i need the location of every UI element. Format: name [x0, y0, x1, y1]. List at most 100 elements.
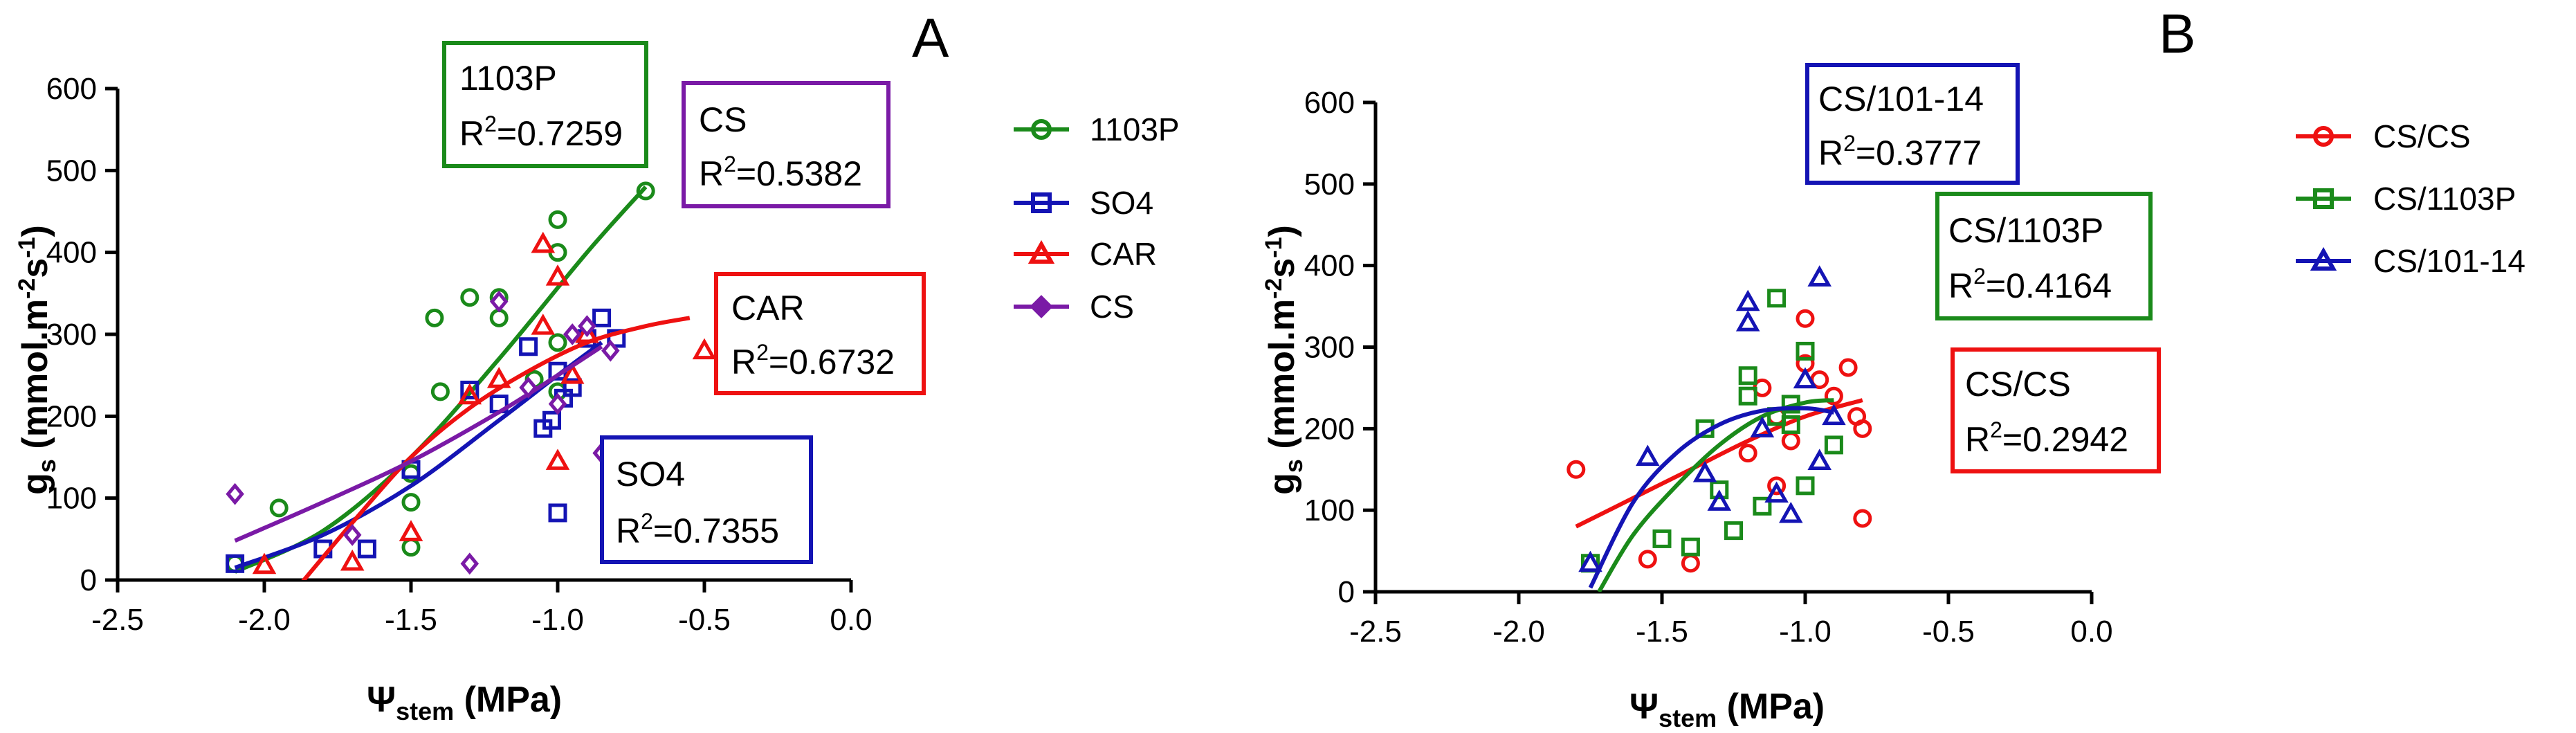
panel-a-y-tick-label: 100 [46, 482, 97, 516]
data-point-cs [519, 377, 538, 399]
legend-marker-1103p [1031, 119, 1052, 140]
r2-box-cs-101-14-number: 0.3777 [1876, 134, 1982, 172]
data-point-cs-101-14 [1636, 444, 1660, 467]
legend-label-cs: CS [1090, 289, 1134, 325]
data-point-cs-101-14 [1750, 416, 1775, 437]
r2-box-cs-101-14: CS/101-14 R2=0.3777 [1805, 63, 2020, 185]
r2-box-cs-cs-value: R2=0.2942 [1965, 417, 2128, 459]
legend-marker-cs-101-14 [2310, 246, 2337, 271]
data-point-cs-1103p [1781, 395, 1800, 414]
panel-a-letter: A [912, 7, 949, 69]
data-point-1103p [430, 382, 450, 401]
fit-line-cs [234, 345, 603, 543]
panel-a-x-tick-label: -1.0 [531, 603, 584, 637]
data-point-car [545, 449, 570, 470]
panel-a-y-ticks: 0 100 200 300 400 500 600 [46, 72, 118, 597]
data-point-1103p [401, 538, 421, 557]
r2-box-cs-cs-label: CS/CS [1965, 365, 2071, 404]
data-point-cs [226, 482, 244, 505]
legend-label-cs-1103p: CS/1103P [2373, 181, 2516, 217]
data-point-1103p [548, 210, 567, 229]
data-point-cs-cs [1638, 550, 1657, 569]
data-point-cs-101-14 [1764, 481, 1789, 503]
data-point-so4 [357, 539, 376, 559]
panel-b: B -2.5 -2.0 -1.5 -1.0 -0.5 0.0 0 100 200 300 400 5… [1261, 3, 2525, 732]
data-point-1103p [401, 464, 421, 483]
panel-b-x-tick-label: -0.5 [1922, 615, 1975, 649]
panel-b-x-tick-label: -1.0 [1779, 615, 1831, 649]
panel-a-y-tick-label: 300 [46, 318, 97, 352]
panel-b-x-axis-title: Ψstem (MPa) [1629, 687, 1825, 732]
data-point-cs [460, 552, 479, 575]
data-point-cs-1103p [1710, 480, 1729, 500]
legend-item-cs-cs: CS/CS [2296, 118, 2471, 154]
data-point-cs-101-14 [1578, 550, 1602, 572]
r2-box-cs-value: R2=0.5382 [699, 152, 862, 193]
panel-a-x-tick-label: -0.5 [678, 603, 731, 637]
r2-box-so4-label: SO4 [616, 455, 685, 494]
fit-line-cs-101-14 [1588, 406, 1834, 589]
panel-a-x-tick-label: 0.0 [830, 603, 872, 637]
panel-b-legend: CS/CS CS/1103P CS/101-14 [2296, 118, 2525, 279]
legend-item-1103p: 1103P [1014, 111, 1180, 147]
legend-marker-cs-1103p [2313, 188, 2334, 209]
fit-line-cs-cs [1575, 398, 1863, 529]
data-point-cs-1103p [1652, 529, 1672, 548]
data-point-cs-cs [1681, 554, 1700, 573]
r2-box-cs-cs: CS/CS R2=0.2942 [1951, 347, 2161, 473]
data-point-cs-101-14 [1707, 489, 1732, 511]
r2-box-car: CAR R2=0.6732 [714, 272, 926, 395]
data-point-1103p [636, 181, 655, 201]
panel-a-y-tick-label: 600 [46, 72, 97, 106]
data-point-so4 [519, 337, 538, 356]
data-point-so4 [548, 503, 567, 523]
data-point-cs-101-14 [1735, 289, 1760, 311]
panel-a-y-tick-label: 200 [46, 399, 97, 433]
data-point-car [692, 338, 717, 360]
r2-box-so4-number: 0.7355 [673, 512, 779, 550]
r2-box-car-number: 0.6732 [789, 343, 895, 381]
legend-item-cs-101-14: CS/101-14 [2296, 243, 2525, 279]
data-point-cs-cs [1781, 431, 1800, 451]
data-point-cs-1103p [1824, 435, 1843, 455]
panel-b-x-ticks: -2.5 -2.0 -1.5 -1.0 -0.5 0.0 [1349, 592, 2113, 649]
legend-item-so4: SO4 [1014, 185, 1153, 221]
data-point-1103p [460, 288, 479, 307]
legend-label-car: CAR [1090, 236, 1157, 272]
panel-b-letter: B [2159, 3, 2195, 64]
data-point-so4 [460, 380, 479, 399]
legend-item-cs-1103p: CS/1103P [2296, 181, 2516, 217]
panel-b-y-tick-label: 500 [1304, 168, 1355, 201]
r2-box-car-value: R2=0.6732 [731, 340, 895, 381]
panel-b-y-tick-label: 200 [1304, 412, 1355, 446]
r2-box-cs-label: CS [699, 100, 747, 139]
data-point-cs-101-14 [1807, 449, 1831, 470]
panel-b-y-tick-label: 100 [1304, 494, 1355, 527]
legend-marker-so4 [1031, 192, 1052, 213]
r2-box-so4-value: R2=0.7355 [616, 509, 779, 550]
panel-b-x-tick-label: 0.0 [2070, 615, 2112, 649]
data-point-cs-1103p [1681, 537, 1700, 556]
data-point-1103p [269, 498, 289, 518]
data-point-cs-101-14 [1735, 310, 1760, 332]
data-point-car [545, 264, 570, 286]
data-point-cs-1103p [1767, 289, 1787, 308]
data-point-cs-1103p [1796, 476, 1815, 496]
data-point-cs-1103p [1753, 496, 1772, 516]
data-point-cs-1103p [1738, 386, 1757, 406]
r2-box-cs-101-14-label: CS/101-14 [1818, 80, 1984, 118]
panel-b-y-ticks: 0 100 200 300 400 500 600 [1304, 86, 1376, 609]
data-point-cs-101-14 [1793, 367, 1818, 389]
data-point-cs-1103p [1796, 341, 1815, 361]
data-point-cs [563, 323, 582, 345]
r2-box-1103p-label: 1103P [459, 59, 557, 98]
data-point-cs-cs [1853, 419, 1872, 438]
panel-a-x-tick-label: -2.5 [91, 603, 144, 637]
data-point-cs [578, 315, 596, 338]
panel-b-y-tick-label: 300 [1304, 331, 1355, 365]
panel-a-legend: 1103P SO4 CAR CS [1014, 111, 1180, 325]
legend-item-cs: CS [1014, 289, 1134, 325]
data-point-cs-101-14 [1692, 461, 1717, 482]
panel-a-y-axis-title: gs (mmol.m-2s-1) [14, 225, 61, 495]
